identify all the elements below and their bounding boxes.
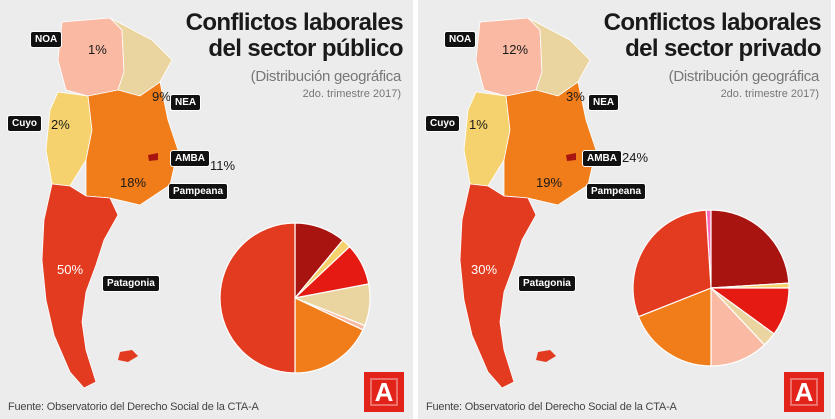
public-source: Fuente: Observatorio del Derecho Social …	[8, 401, 259, 413]
public-title-line1: Conflictos laborales	[185, 9, 404, 36]
pie-slice-pampeana	[294, 297, 364, 374]
map-region-noa	[57, 17, 125, 97]
public-map-pct-noa: 1%	[88, 42, 107, 57]
private-sector-panel: Conflictos laborales del sector privado …	[418, 0, 831, 419]
public-map	[41, 17, 179, 389]
private-map-tag-amba: AMBA	[582, 150, 622, 167]
pie-slice-amba	[710, 209, 790, 289]
private-map-tag-nea: NEA	[588, 94, 620, 111]
public-map-tag-nea: NEA	[170, 94, 202, 111]
map-region-patagonia	[41, 183, 119, 389]
public-map-pct-cuyo: 2%	[51, 117, 70, 132]
private-map-pct-pampeana: 19%	[536, 175, 563, 190]
pie-slice-patagonia	[632, 209, 712, 318]
public-map-pct-pampeana: 18%	[120, 175, 147, 190]
private-map-tag-noa: NOA	[444, 31, 477, 48]
map-region-cuyo	[45, 91, 93, 187]
public-map-tag-noa: NOA	[30, 31, 63, 48]
cta-logo-private: A	[784, 372, 824, 412]
public-title-line2: del sector público	[208, 35, 403, 62]
map-region-cuyo	[463, 91, 511, 187]
private-subtitle: (Distribución geográfica	[668, 68, 820, 85]
map-region-noa	[475, 17, 543, 97]
public-map-tag-pampeana: Pampeana	[168, 183, 229, 200]
private-map-pct-patagonia: 30%	[471, 262, 498, 277]
public-pie-chart	[219, 222, 371, 374]
map-region-malvinas	[118, 350, 138, 362]
private-source: Fuente: Observatorio del Derecho Social …	[426, 401, 677, 413]
public-title: Conflictos laborales del sector público	[173, 9, 404, 62]
pie-slice-pampeana	[637, 287, 712, 367]
cta-logo-public: A	[364, 372, 404, 412]
map-region-patagonia	[459, 183, 537, 389]
pie-slice-patagonia	[219, 222, 296, 374]
public-sector-panel: Conflictos laborales del sector público …	[0, 0, 413, 419]
public-map-tag-cuyo: Cuyo	[7, 115, 42, 132]
private-map-pct-nea: 3%	[566, 89, 585, 104]
public-map-pct-nea: 9%	[152, 89, 171, 104]
private-map-pct-amba: 24%	[622, 150, 649, 165]
map-region-amba	[148, 153, 158, 161]
private-title-line2: del sector privado	[625, 35, 822, 62]
private-pie-chart	[632, 209, 790, 367]
public-map-pct-patagonia: 50%	[57, 262, 84, 277]
private-map-pct-cuyo: 1%	[469, 117, 488, 132]
private-title-line1: Conflictos laborales	[603, 9, 822, 36]
map-region-malvinas	[536, 350, 556, 362]
private-map-tag-cuyo: Cuyo	[425, 115, 460, 132]
public-period: 2do. trimestre 2017)	[302, 88, 401, 100]
private-map-tag-patagonia: Patagonia	[518, 275, 576, 292]
private-map-tag-pampeana: Pampeana	[586, 183, 647, 200]
public-map-svg	[41, 17, 371, 389]
private-title: Conflictos laborales del sector privado	[591, 9, 822, 62]
public-map-pct-amba: 11%	[210, 158, 236, 173]
private-map	[459, 17, 597, 389]
map-region-amba	[566, 153, 576, 161]
public-map-tag-amba: AMBA	[170, 150, 210, 167]
public-map-tag-patagonia: Patagonia	[102, 275, 160, 292]
private-map-svg	[459, 17, 790, 389]
private-map-pct-noa: 12%	[502, 42, 529, 57]
private-period: 2do. trimestre 2017)	[720, 88, 819, 100]
public-subtitle: (Distribución geográfica	[250, 68, 402, 85]
